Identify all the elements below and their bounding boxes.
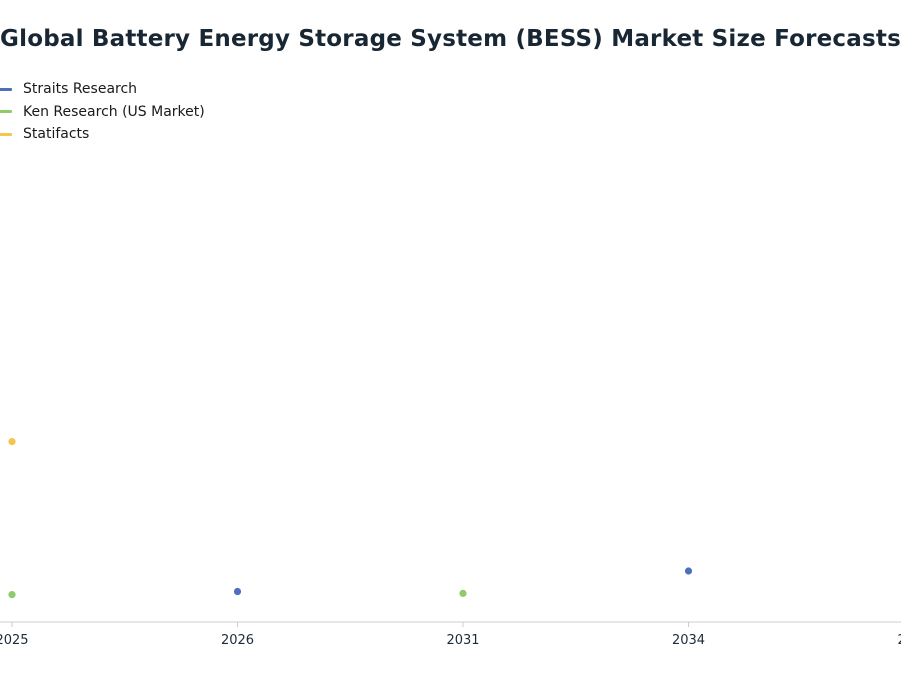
legend-item-statifacts: Statifacts <box>0 123 205 146</box>
legend-label: Ken Research (US Market) <box>23 103 205 120</box>
chart-title: Global Battery Energy Storage System (BE… <box>0 26 901 52</box>
data-points <box>8 438 693 599</box>
x-tick-label: 2026 <box>221 633 254 648</box>
legend-item-ken-research: Ken Research (US Market) <box>0 101 205 124</box>
legend-swatch <box>0 87 12 91</box>
chart-legend: Straits Research Ken Research (US Market… <box>0 78 205 146</box>
x-tick-label: 2035 <box>897 633 901 648</box>
x-tick-label: 2025 <box>0 633 29 648</box>
legend-swatch <box>0 132 12 136</box>
x-tick-label: 2034 <box>672 633 705 648</box>
legend-label: Statifacts <box>23 126 90 143</box>
data-point[interactable] <box>684 567 693 575</box>
data-point[interactable] <box>8 438 16 446</box>
legend-swatch <box>0 110 12 114</box>
legend-label: Straits Research <box>23 81 138 98</box>
x-tick-label: 2031 <box>446 633 479 648</box>
data-point[interactable] <box>8 591 16 599</box>
legend-item-straits-research: Straits Research <box>0 78 205 101</box>
data-point[interactable] <box>233 587 242 596</box>
x-axis-ticks: 2025 2026 2031 2034 2035 <box>0 622 901 648</box>
data-point[interactable] <box>459 589 467 597</box>
